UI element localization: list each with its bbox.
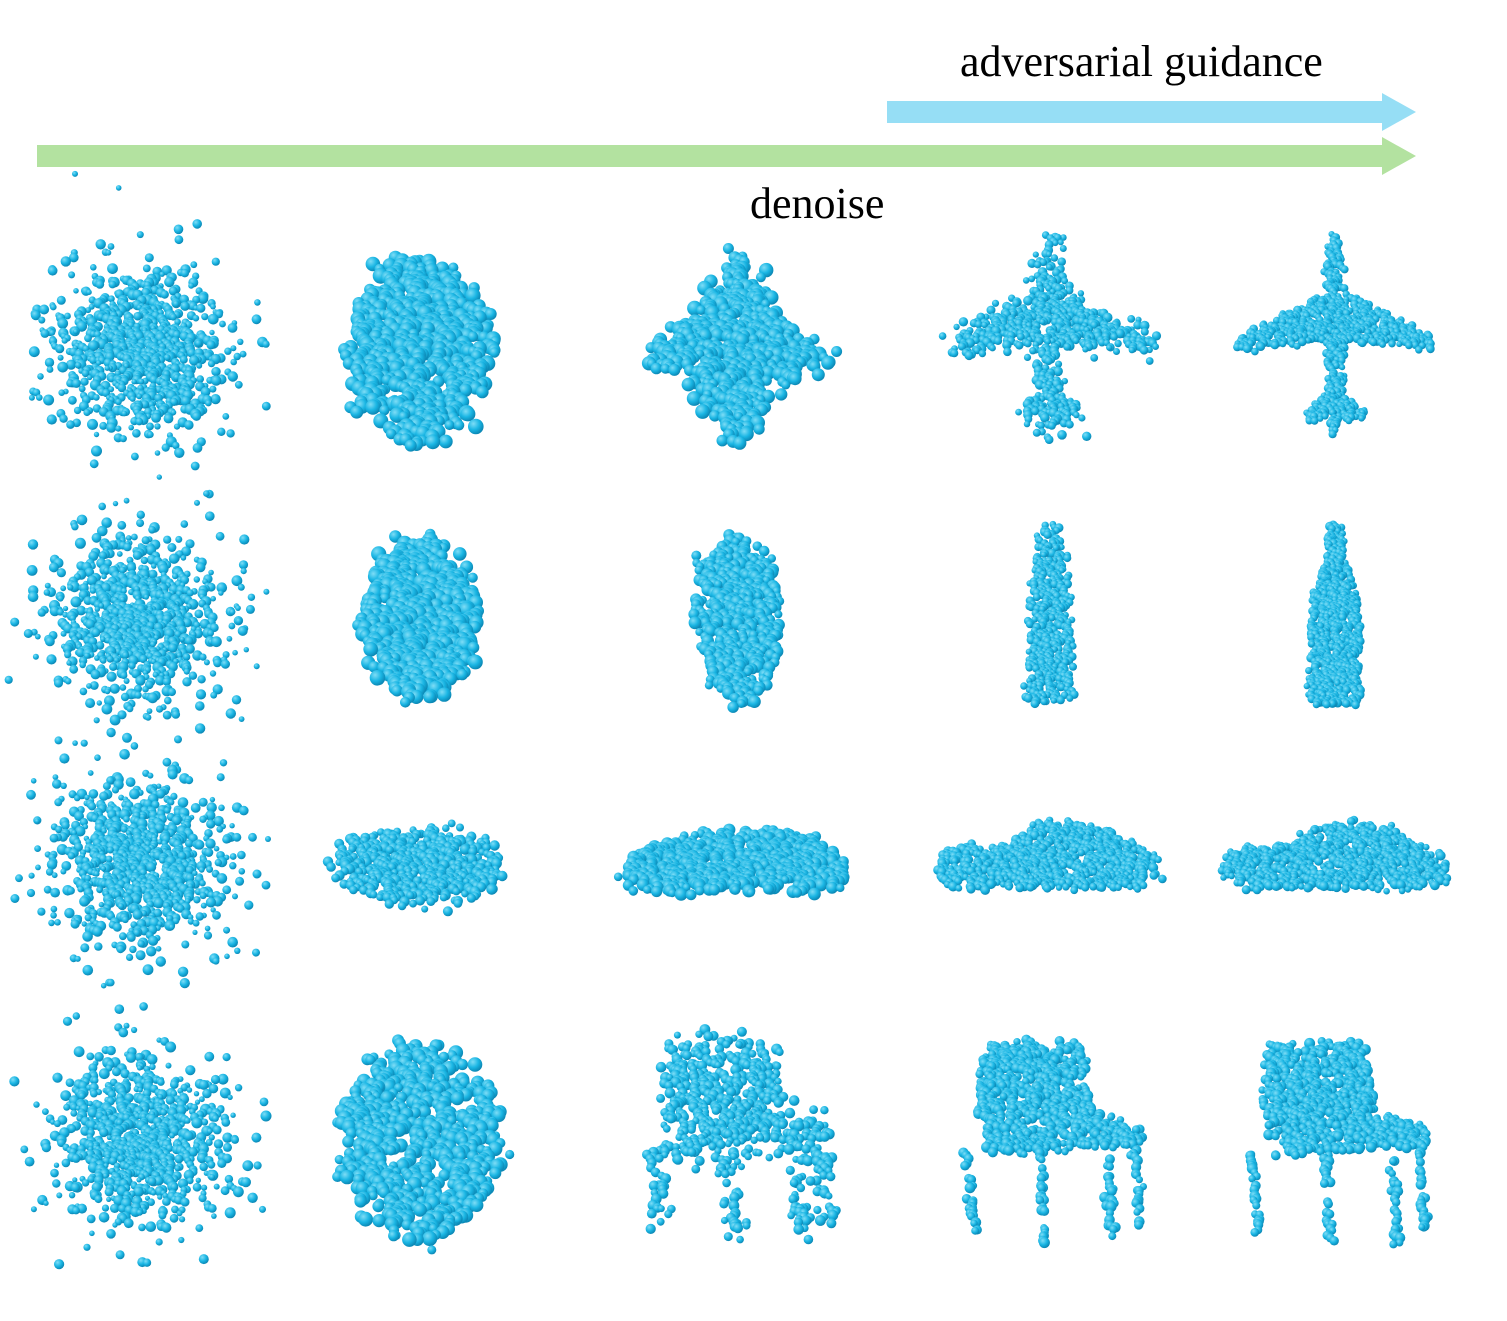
adversarial-guidance-label: adversarial guidance [960, 40, 1323, 84]
point-cloud-airplane-stage-1 [28, 170, 271, 499]
adversarial-guidance-arrow [887, 93, 1416, 131]
point-cloud-bottle-stage-4 [1020, 520, 1079, 709]
point-cloud-chair-stage-5 [1245, 1036, 1433, 1249]
point-cloud-bottle-stage-1 [4, 450, 270, 750]
point-cloud-car-stage-1 [10, 732, 271, 1014]
point-cloud-bottle-stage-5 [1303, 520, 1365, 710]
arrows-group [37, 93, 1416, 175]
point-cloud-car-stage-2 [322, 819, 508, 917]
denoise-arrow [37, 137, 1416, 175]
point-cloud-car-stage-4 [933, 816, 1167, 895]
point-cloud-airplane-stage-3 [641, 243, 843, 450]
point-cloud-chair-stage-2 [332, 1034, 515, 1255]
point-cloud-car-stage-3 [613, 823, 850, 901]
point-cloud-chair-stage-1 [9, 982, 272, 1270]
point-cloud-chair-stage-4 [958, 1034, 1148, 1249]
point-cloud-car-stage-5 [1217, 815, 1452, 895]
point-cloud-bottle-stage-3 [688, 529, 785, 713]
point-cloud-airplane-stage-4 [938, 231, 1162, 445]
point-cloud-grid [4, 170, 1452, 1270]
point-cloud-chair-stage-3 [642, 1024, 841, 1245]
point-cloud-airplane-stage-5 [1233, 231, 1435, 439]
point-cloud-airplane-stage-2 [338, 250, 501, 452]
denoise-label: denoise [750, 182, 884, 226]
point-cloud-bottle-stage-2 [352, 528, 484, 708]
